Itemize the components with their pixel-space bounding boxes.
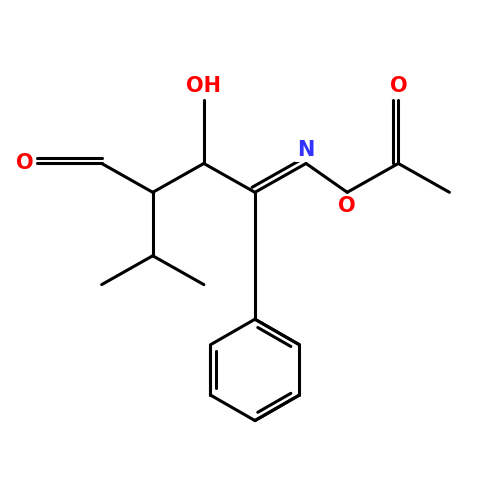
Text: O: O [338, 196, 356, 216]
Text: O: O [390, 76, 407, 96]
Text: OH: OH [186, 76, 222, 96]
Text: N: N [298, 140, 314, 160]
Text: O: O [16, 154, 34, 174]
